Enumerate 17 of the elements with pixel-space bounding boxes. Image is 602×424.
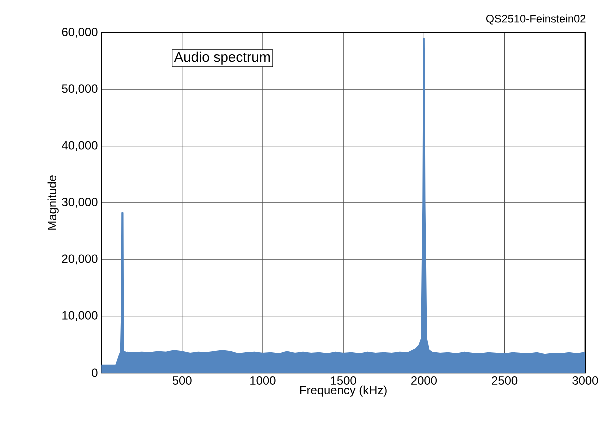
x-tick-label: 500 xyxy=(172,376,192,386)
y-tick-label: 0 xyxy=(92,368,98,378)
x-tick-label: 1500 xyxy=(331,376,356,386)
text: Audio spectrum xyxy=(174,52,270,65)
y-tick-label: 20,000 xyxy=(62,254,98,265)
text: QS2510-Feinstein02 xyxy=(486,14,586,25)
x-tick-label: 2000 xyxy=(412,376,437,386)
y-tick-label: 10,000 xyxy=(62,311,98,322)
y-tick-label: 30,000 xyxy=(62,198,98,208)
y-tick-label: 50,000 xyxy=(62,84,98,95)
y-axis-title: Magnitude xyxy=(48,176,59,230)
x-tick-label: 2500 xyxy=(492,376,518,386)
y-tick-label: 60,000 xyxy=(62,28,98,38)
x-tick-label: 1000 xyxy=(250,376,276,386)
x-axis-title: Frequency (kHz) xyxy=(300,386,387,397)
y-tick-label: 40,000 xyxy=(62,141,98,152)
x-tick-label: 3000 xyxy=(572,376,598,386)
